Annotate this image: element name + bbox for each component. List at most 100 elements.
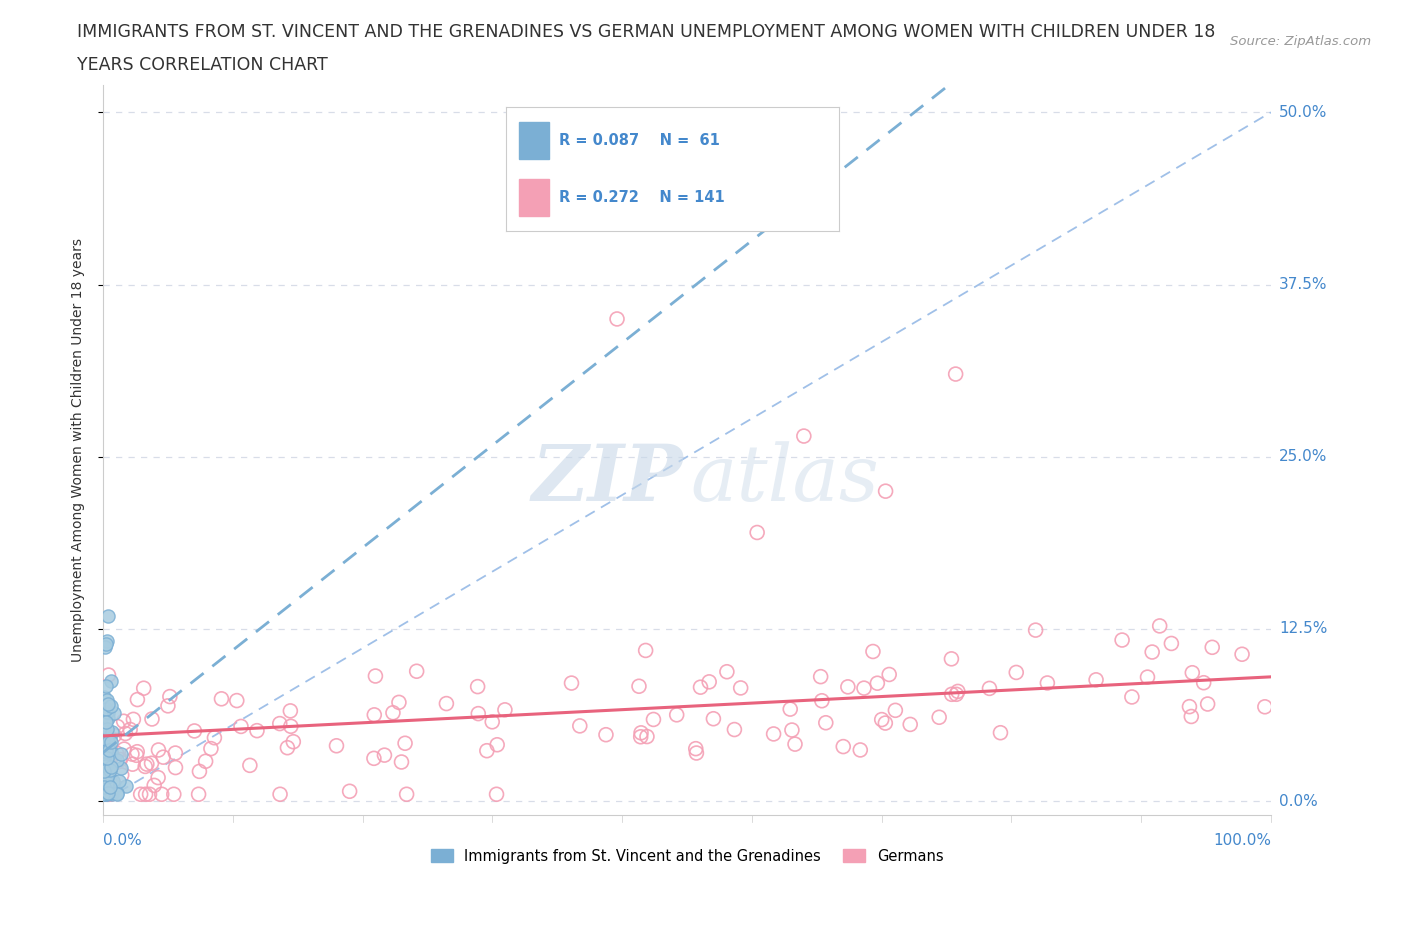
Point (97, 764, 120, 779)
Point (141, 756, 163, 771)
Y-axis label: Unemployment Among Women with Children Under 18 years: Unemployment Among Women with Children U… (72, 238, 86, 662)
Point (94, 785, 117, 800)
Point (94, 757, 117, 772)
Point (143, 777, 166, 792)
Point (146, 770, 169, 785)
Point (96, 715, 118, 730)
Point (1036, 675, 1059, 690)
Point (121, 747, 143, 762)
Point (148, 742, 170, 757)
Point (1197, 697, 1219, 711)
Text: 100.0%: 100.0% (1213, 833, 1271, 848)
Point (105, 753, 128, 768)
Point (560, 675, 582, 690)
Point (494, 702, 516, 717)
Point (636, 729, 658, 744)
Point (96, 772, 118, 787)
Point (877, 667, 900, 682)
Point (837, 680, 859, 695)
Text: 25.0%: 25.0% (1279, 449, 1327, 464)
Point (110, 747, 132, 762)
Point (100, 751, 122, 765)
Point (96, 776, 118, 790)
Point (105, 787, 128, 802)
Point (280, 719, 302, 734)
Point (685, 746, 707, 761)
Point (165, 746, 187, 761)
Point (875, 715, 897, 730)
Point (98, 742, 121, 757)
Point (108, 774, 131, 789)
Point (979, 681, 1001, 696)
Point (97, 668, 120, 683)
Point (103, 706, 125, 721)
Point (96, 722, 118, 737)
Point (96, 747, 118, 762)
Text: 0.0%: 0.0% (1279, 793, 1317, 809)
Point (702, 711, 724, 726)
Point (94, 760, 117, 775)
Point (866, 676, 889, 691)
Point (103, 728, 125, 743)
Point (138, 787, 160, 802)
Point (100, 787, 122, 802)
Point (93, 786, 115, 801)
Text: atlas: atlas (690, 441, 879, 517)
Point (150, 787, 173, 802)
Point (110, 761, 132, 776)
Point (97, 786, 120, 801)
Point (1180, 709, 1202, 724)
Point (481, 714, 503, 729)
Point (94, 711, 117, 726)
Point (94, 743, 117, 758)
Point (127, 744, 149, 759)
Point (723, 722, 745, 737)
Point (486, 737, 509, 752)
Point (280, 703, 302, 718)
Point (101, 724, 124, 739)
Point (97, 735, 120, 750)
Point (1230, 646, 1253, 661)
Point (93, 730, 115, 745)
Point (96, 774, 118, 789)
Point (141, 711, 163, 726)
Point (898, 717, 921, 732)
Point (595, 727, 617, 742)
Point (97, 711, 120, 725)
Point (97, 609, 120, 624)
Point (606, 312, 628, 326)
Point (159, 689, 181, 704)
Point (762, 726, 785, 741)
Point (779, 701, 801, 716)
Point (1111, 632, 1133, 647)
Point (269, 716, 291, 731)
Point (211, 691, 233, 706)
Point (100, 735, 122, 750)
Point (97, 706, 120, 721)
Point (112, 742, 135, 757)
Point (697, 674, 720, 689)
Point (93, 779, 115, 794)
Point (467, 706, 489, 721)
Text: 12.5%: 12.5% (1279, 621, 1327, 636)
Point (122, 712, 145, 727)
Point (101, 774, 124, 789)
Point (114, 779, 136, 794)
Point (1136, 670, 1159, 684)
Point (928, 710, 950, 724)
Point (269, 787, 291, 802)
Point (630, 725, 652, 740)
Point (204, 730, 226, 745)
Point (94, 787, 117, 802)
Text: 0.0%: 0.0% (103, 833, 142, 848)
Text: 37.5%: 37.5% (1279, 277, 1327, 292)
Point (200, 741, 222, 756)
Point (97, 787, 120, 802)
Point (811, 693, 834, 708)
Point (276, 740, 298, 755)
Point (475, 743, 498, 758)
Point (689, 680, 711, 695)
Point (239, 758, 262, 773)
Point (188, 764, 211, 778)
Point (135, 757, 157, 772)
